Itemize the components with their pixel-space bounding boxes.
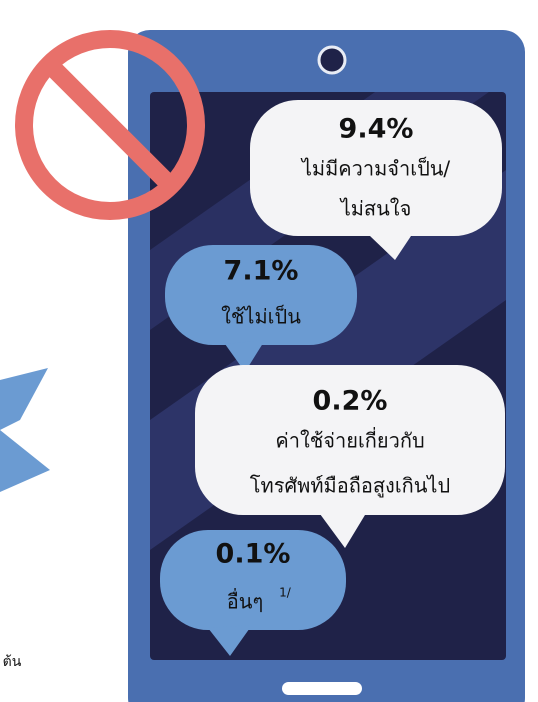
prohibition-sign <box>15 30 205 220</box>
reason-label: ไม่สนใจ <box>339 197 412 221</box>
reason-label: ไม่มีความจำเป็น/ <box>300 156 451 181</box>
footnote-marker: 1/ <box>279 586 292 600</box>
camera <box>317 45 347 75</box>
bubble-tail <box>320 510 368 548</box>
percent-label: 0.2% <box>313 386 388 417</box>
reason-label: ค่าใช้จ่ายเกี่ยวกับ <box>275 427 424 453</box>
speech-bubble <box>250 100 502 236</box>
speech-bubble <box>195 365 505 515</box>
footer-fragment: ต้น <box>3 654 22 670</box>
speech-bubble <box>165 245 357 345</box>
percent-label: 9.4% <box>339 114 414 145</box>
percent-label: 0.1% <box>216 539 291 570</box>
reason-label: โทรศัพท์มือถือสูงเกินไป <box>250 474 450 499</box>
arrow-shape <box>0 368 48 430</box>
arrow-shape <box>0 430 50 492</box>
speech-bubble <box>160 530 346 630</box>
home-button <box>282 682 362 695</box>
reason-label: อื่นๆ <box>227 588 263 614</box>
reason-label: ใช้ไม่เป็น <box>221 304 301 329</box>
percent-label: 7.1% <box>224 256 299 287</box>
bubble-tail <box>370 230 415 260</box>
bubble-tail <box>225 340 265 372</box>
bubble-tail <box>208 625 252 656</box>
